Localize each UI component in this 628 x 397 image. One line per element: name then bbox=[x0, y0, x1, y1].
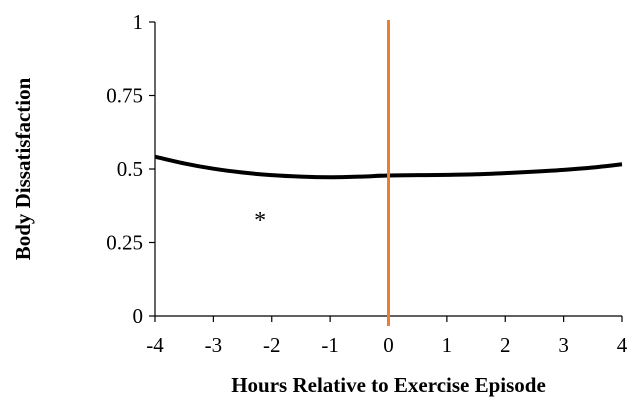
x-tick-label: 3 bbox=[558, 333, 569, 357]
x-tick-label: -3 bbox=[205, 333, 223, 357]
significance-asterisk: * bbox=[254, 208, 266, 234]
y-axis-ticks: 0 0.25 0.5 0.75 1 bbox=[106, 10, 155, 328]
x-tick-label: 2 bbox=[500, 333, 511, 357]
y-tick-label: 0.75 bbox=[106, 84, 143, 108]
x-tick-label: -2 bbox=[263, 333, 281, 357]
y-tick-label: 1 bbox=[133, 10, 144, 34]
y-tick-label: 0 bbox=[133, 304, 144, 328]
x-tick-label: -4 bbox=[146, 333, 164, 357]
x-axis-title: Hours Relative to Exercise Episode bbox=[231, 373, 546, 397]
annotations: * bbox=[254, 208, 266, 234]
y-tick-label: 0.5 bbox=[117, 157, 143, 181]
x-tick-label: 0 bbox=[383, 333, 394, 357]
x-axis-ticks: -4 -3 -2 -1 0 1 2 3 4 bbox=[146, 316, 628, 357]
x-tick-label: 4 bbox=[617, 333, 628, 357]
y-tick-label: 0.25 bbox=[106, 231, 143, 255]
x-tick-label: 1 bbox=[442, 333, 453, 357]
y-axis-title: Body Dissatisfaction bbox=[11, 77, 35, 260]
x-tick-label: -1 bbox=[321, 333, 339, 357]
